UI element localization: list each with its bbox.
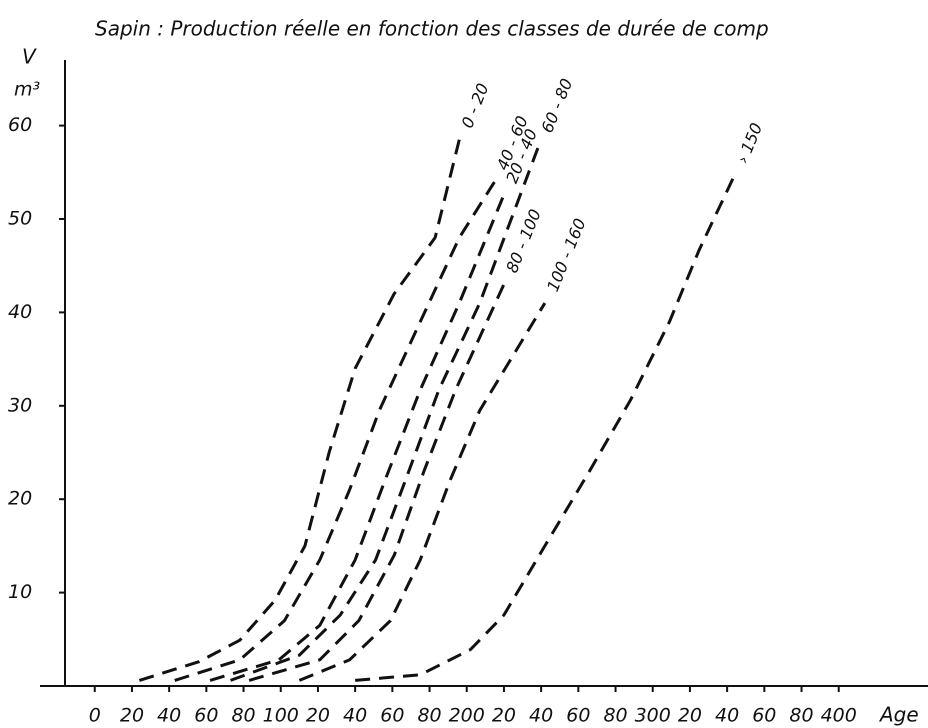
x-tick-label: 60 — [752, 705, 776, 727]
y-tick-label: 30 — [8, 394, 32, 416]
x-tick-label: 300 — [635, 705, 671, 727]
x-tick-label: 80 — [417, 705, 441, 727]
series-line — [209, 194, 506, 682]
x-tick-label: 40 — [529, 705, 553, 727]
x-tick-label: 400 — [821, 705, 857, 727]
series-label: 100 - 160 — [543, 216, 589, 295]
x-tick-label: 200 — [449, 705, 485, 727]
x-axis-label: Age — [878, 703, 919, 727]
series-line — [230, 143, 541, 682]
x-tick-label: 0 — [89, 705, 101, 727]
x-tick-label: 40 — [715, 705, 739, 727]
series-line — [298, 302, 547, 682]
y-tick-label: 10 — [8, 581, 32, 603]
series-label: › 150 — [733, 120, 766, 166]
x-tick-label: 20 — [678, 705, 702, 727]
x-tick-label: 80 — [231, 705, 255, 727]
chart-title: Sapin : Production réelle en fonction de… — [95, 17, 769, 41]
series-line — [355, 174, 736, 682]
y-tick-label: 20 — [8, 488, 32, 510]
x-tick-label: 80 — [789, 705, 813, 727]
x-tick-label: 60 — [380, 705, 404, 727]
series-label: 80 - 100 — [502, 206, 545, 275]
y-tick-label: 50 — [8, 207, 32, 229]
x-tick-label: 40 — [343, 705, 367, 727]
y-axis-unit: m³ — [14, 79, 40, 101]
y-tick-label: 40 — [8, 301, 32, 323]
series-label: 60 - 80 — [538, 76, 577, 136]
x-tick-label: 20 — [120, 705, 144, 727]
series-line — [174, 180, 496, 682]
series-line — [138, 139, 461, 682]
x-tick-label: 20 — [492, 705, 516, 727]
series-line — [248, 283, 506, 682]
x-tick-label: 20 — [306, 705, 330, 727]
x-tick-label: 80 — [603, 705, 627, 727]
x-tick-label: 60 — [194, 705, 218, 727]
y-axis-label: V — [22, 45, 37, 69]
series-label: 0 - 20 — [458, 81, 493, 131]
y-tick-label: 60 — [8, 114, 32, 136]
x-tick-label: 40 — [157, 705, 181, 727]
x-tick-label: 100 — [263, 705, 299, 727]
x-tick-label: 60 — [566, 705, 590, 727]
